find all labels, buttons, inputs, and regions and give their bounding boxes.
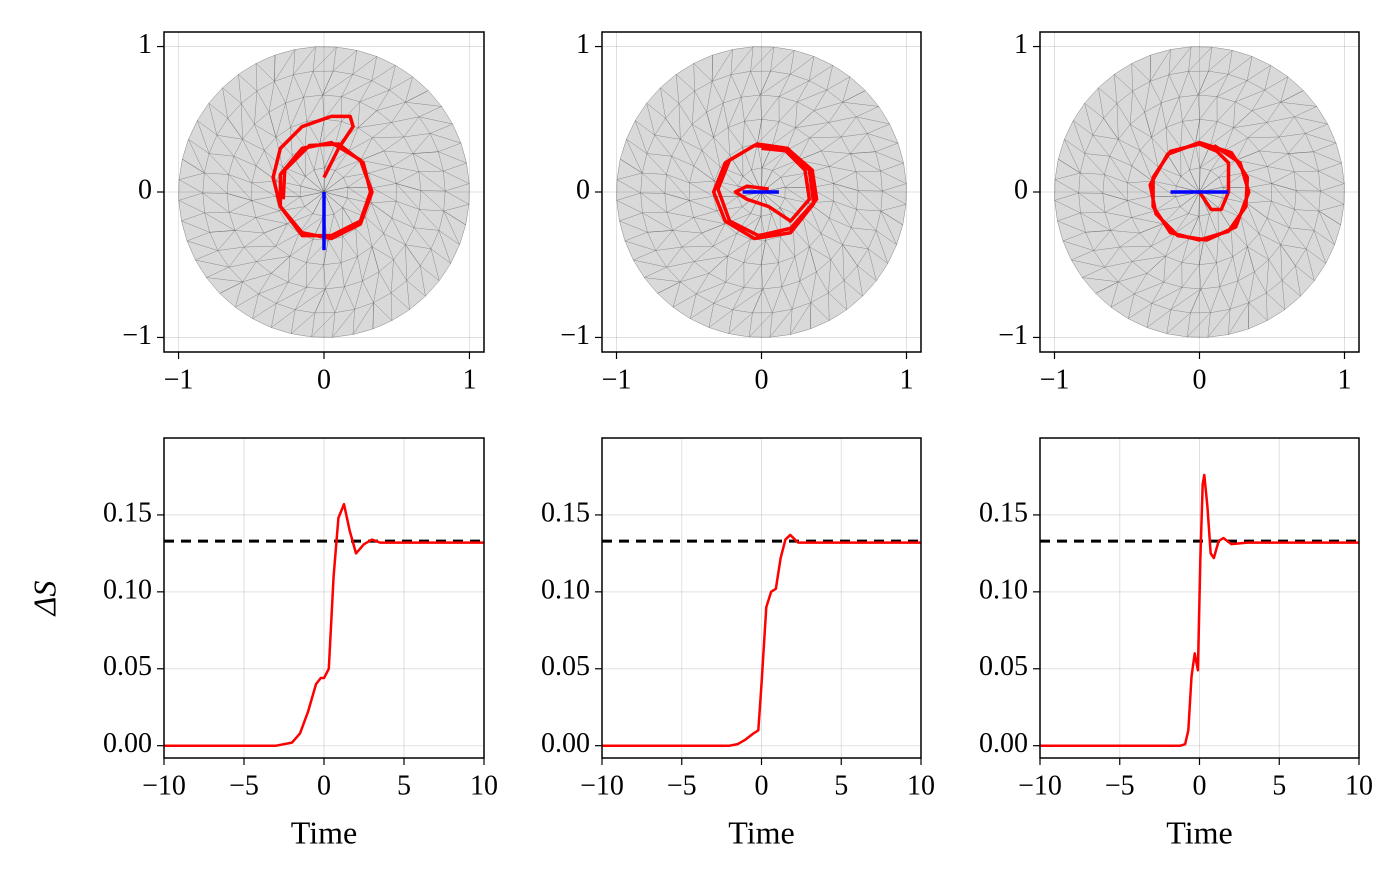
- series-line: [602, 533, 921, 747]
- y-tick-label: −1: [998, 320, 1028, 351]
- plot-area: [1040, 32, 1359, 352]
- x-tick-label: 5: [1272, 770, 1286, 801]
- x-tick-label: −10: [142, 770, 186, 801]
- x-tick-label: −1: [1040, 364, 1070, 395]
- x-tick-label: −5: [667, 770, 697, 801]
- x-axis-label: Time: [728, 814, 794, 850]
- plot-area: [602, 438, 921, 758]
- x-tick-label: 1: [900, 364, 914, 395]
- y-tick-label: 1: [576, 29, 590, 60]
- y-tick-label: 0.05: [103, 651, 152, 682]
- panel: −1 0 1 −1 0 1: [560, 29, 922, 395]
- y-tick-label: 0.10: [979, 574, 1028, 605]
- x-axis-label: Time: [1166, 814, 1232, 850]
- x-tick-label: −10: [1018, 770, 1062, 801]
- x-tick-label: 1: [462, 364, 476, 395]
- y-tick-label: 0.15: [541, 497, 590, 528]
- x-tick-label: −10: [580, 770, 624, 801]
- series-line: [271, 114, 374, 241]
- y-tick-label: 0.00: [541, 728, 590, 759]
- panel: −1 0 1 −1 0 1: [998, 29, 1360, 395]
- y-tick-label: 0: [138, 174, 152, 205]
- x-tick-label: 0: [1193, 364, 1207, 395]
- mesh: [616, 46, 907, 338]
- x-tick-label: −5: [229, 770, 259, 801]
- series-line: [1040, 473, 1359, 747]
- x-tick-label: 0: [317, 770, 331, 801]
- y-tick-label: 0.15: [103, 497, 152, 528]
- plot-area: [164, 32, 484, 352]
- y-tick-label: 0.00: [979, 728, 1028, 759]
- y-tick-label: 0: [576, 174, 590, 205]
- x-tick-label: 10: [470, 770, 498, 801]
- x-tick-label: −1: [164, 364, 194, 395]
- y-tick-label: 0.10: [103, 574, 152, 605]
- x-tick-label: 10: [907, 770, 935, 801]
- panel: −1 0 1 −1 0 1: [122, 29, 485, 395]
- y-tick-label: 0.05: [541, 651, 590, 682]
- x-tick-label: −1: [602, 364, 632, 395]
- x-tick-label: 0: [755, 364, 769, 395]
- series-line: [164, 502, 484, 747]
- panel: −10 −5 0 5 10 0.00 0.05 0.10 0.15 Time: [541, 437, 935, 850]
- y-axis-label: ΔS: [26, 581, 62, 618]
- series-line: [1148, 140, 1251, 242]
- mesh: [1054, 46, 1345, 338]
- x-tick-label: 0: [1193, 770, 1207, 801]
- x-tick-label: 5: [397, 770, 411, 801]
- x-tick-label: 0: [317, 364, 331, 395]
- series-line: [711, 142, 819, 241]
- x-tick-label: 1: [1338, 364, 1352, 395]
- plot-area: [602, 32, 921, 352]
- x-tick-label: 0: [755, 770, 769, 801]
- panel: −10 −5 0 5 10 0.00 0.05 0.10 0.15 Time ΔS: [26, 437, 498, 850]
- y-tick-label: 0.15: [979, 497, 1028, 528]
- x-tick-label: 10: [1345, 770, 1373, 801]
- y-tick-label: 0.00: [103, 728, 152, 759]
- y-tick-label: 1: [138, 29, 152, 60]
- y-tick-label: 0.10: [541, 574, 590, 605]
- plot-area: [164, 438, 484, 758]
- mesh: [178, 46, 470, 338]
- panel: −10 −5 0 5 10 0.00 0.05 0.10 0.15 Time: [979, 437, 1373, 850]
- y-tick-label: 1: [1014, 29, 1028, 60]
- y-tick-label: −1: [122, 320, 152, 351]
- x-tick-label: 5: [834, 770, 848, 801]
- plot-area: [1040, 438, 1359, 758]
- x-axis-label: Time: [291, 814, 357, 850]
- x-tick-label: −5: [1105, 770, 1135, 801]
- y-tick-label: −1: [560, 320, 590, 351]
- y-tick-label: 0.05: [979, 651, 1028, 682]
- y-tick-label: 0: [1014, 174, 1028, 205]
